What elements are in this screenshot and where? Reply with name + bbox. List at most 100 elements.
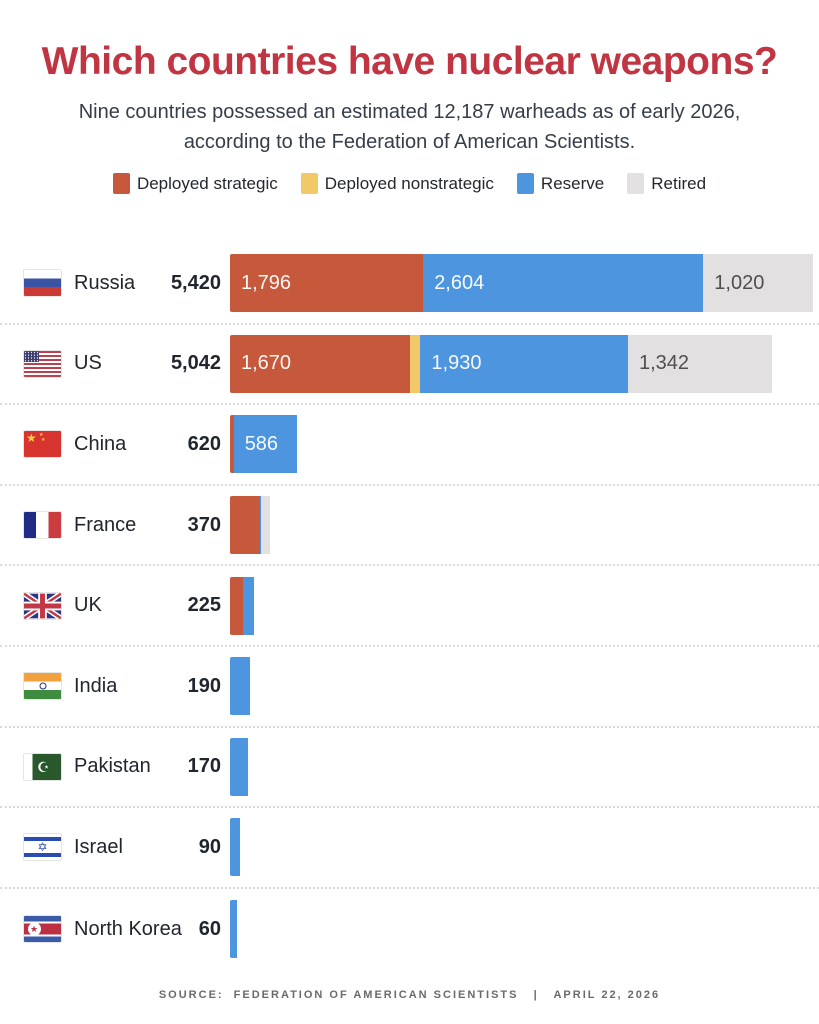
chart-row-north-korea: ★ North Korea 60	[0, 889, 819, 970]
reserve-swatch	[516, 173, 534, 194]
strategic-swatch	[112, 173, 130, 194]
country-total: 170	[187, 755, 221, 778]
chart-row-pakistan: ☪ Pakistan 170	[0, 728, 819, 809]
country-label: Russia	[74, 271, 136, 294]
legend: Deployed strategic Deployed nonstrategic R…	[0, 173, 819, 194]
row-bar-area: 1,670 1,930 1,342	[230, 334, 819, 393]
country-total: 5,420	[170, 271, 221, 294]
russia-flag	[24, 270, 61, 297]
country-total: 5,042	[170, 352, 221, 375]
row-bar-area	[230, 737, 819, 796]
bar-segment-value: 586	[244, 432, 279, 455]
chart-row-us: US 5,042 1,670 1,930 1,342	[0, 325, 819, 406]
country-label: US	[74, 352, 102, 375]
stacked-bar: 1,670 1,930 1,342	[230, 334, 819, 393]
chart-subtitle: Nine countries possessed an estimated 12…	[0, 97, 819, 157]
chart-row-france: France 370	[0, 486, 819, 567]
bar-segment-value: 2,604	[434, 271, 485, 294]
chart-subtitle-line1: Nine countries possessed an estimated 12…	[78, 101, 741, 123]
stacked-bar	[230, 737, 819, 796]
uk-flag	[24, 592, 61, 619]
row-label-area: ★ North Korea 60	[24, 916, 230, 943]
stacked-bar	[230, 576, 819, 635]
row-label-area: ☪ Pakistan 170	[24, 753, 230, 780]
bar-segment-reserve	[230, 737, 249, 796]
bar-segment-strategic: 1,796	[230, 254, 424, 313]
bar-segment-reserve	[242, 576, 255, 635]
country-total: 620	[187, 432, 221, 455]
row-label-area: US 5,042	[24, 350, 230, 377]
legend-item-nonstrategic: Deployed nonstrategic	[300, 173, 494, 194]
chart-row-israel: ✡ Israel 90	[0, 808, 819, 889]
row-bar-area	[230, 818, 819, 877]
legend-label: Deployed strategic	[136, 173, 278, 193]
bar-segment-value: 1,930	[431, 352, 482, 375]
france-flag	[24, 512, 61, 539]
legend-item-retired: Retired	[627, 173, 706, 194]
stacked-bar	[230, 657, 819, 716]
bar-segment-reserve: 586	[233, 415, 297, 474]
legend-item-strategic: Deployed strategic	[112, 173, 278, 194]
bar-segment-strategic	[230, 576, 243, 635]
bar-segment-reserve	[230, 657, 251, 716]
israel-flag: ✡	[24, 834, 61, 861]
us-flag	[24, 350, 61, 377]
bar-segment-reserve: 1,930	[420, 334, 628, 393]
row-label-area: ★ ★ ★ China 620	[24, 431, 230, 458]
bar-segment-strategic	[230, 415, 234, 474]
bar-segment-value: 1,020	[714, 271, 765, 294]
bar-segment-reserve: 2,604	[423, 254, 704, 313]
country-total: 225	[187, 594, 221, 617]
chart-title: Which countries have nuclear weapons?	[41, 40, 778, 83]
country-label: UK	[74, 594, 102, 617]
row-bar-area: 1,796 2,604 1,020	[230, 254, 819, 313]
legend-label: Deployed nonstrategic	[324, 173, 494, 193]
country-label: Pakistan	[74, 755, 151, 778]
stacked-bar: 586	[230, 415, 819, 474]
bar-segment-value: 1,796	[241, 271, 292, 294]
bar-segment-strategic	[230, 496, 261, 555]
row-bar-area	[230, 496, 819, 555]
legend-label: Reserve	[540, 173, 605, 193]
row-label-area: France 370	[24, 512, 230, 539]
bar-segment-retired: 1,342	[627, 334, 773, 393]
chart-subtitle-line2: according to the Federation of American …	[183, 131, 636, 153]
chart-row-russia: Russia 5,420 1,796 2,604 1,020	[0, 244, 819, 325]
bar-segment-value: 1,670	[241, 352, 292, 375]
country-label: China	[74, 432, 127, 455]
row-bar-area	[230, 576, 819, 635]
bar-segment-retired: 1,020	[703, 254, 813, 313]
bar-segment-reserve	[230, 900, 237, 959]
country-label: India	[74, 674, 118, 697]
country-label: Israel	[74, 835, 123, 858]
legend-item-reserve: Reserve	[516, 173, 605, 194]
stacked-bar	[230, 496, 819, 555]
chart-row-china: ★ ★ ★ China 620 586	[0, 405, 819, 486]
pakistan-flag: ☪	[24, 753, 61, 780]
bar-segment-nonstrategic	[409, 334, 421, 393]
bar-segment-retired	[261, 496, 270, 555]
chart: Russia 5,420 1,796 2,604 1,020 US 5,042 1,670 1,…	[0, 244, 819, 969]
row-label-area: India 190	[24, 673, 230, 700]
legend-label: Retired	[651, 173, 707, 193]
row-bar-area: 586	[230, 415, 819, 474]
row-label-area: UK 225	[24, 592, 230, 619]
country-label: France	[74, 513, 137, 536]
china-flag: ★ ★ ★	[24, 431, 61, 458]
nonstrategic-swatch	[300, 173, 318, 194]
country-total: 60	[198, 917, 221, 940]
bar-segment-reserve	[230, 818, 240, 877]
bar-segment-strategic: 1,670	[230, 334, 410, 393]
header: Which countries have nuclear weapons? Ni…	[0, 0, 819, 157]
chart-row-uk: UK 225	[0, 566, 819, 647]
chart-row-india: India 190	[0, 647, 819, 728]
row-bar-area	[230, 900, 819, 959]
source-line: SOURCE: FEDERATION OF AMERICAN SCIENTIST…	[158, 989, 661, 1001]
row-label-area: ✡ Israel 90	[24, 834, 230, 861]
country-total: 90	[198, 835, 221, 858]
stacked-bar: 1,796 2,604 1,020	[230, 254, 819, 313]
country-total: 370	[187, 513, 221, 536]
retired-swatch	[627, 173, 645, 194]
country-total: 190	[187, 674, 221, 697]
